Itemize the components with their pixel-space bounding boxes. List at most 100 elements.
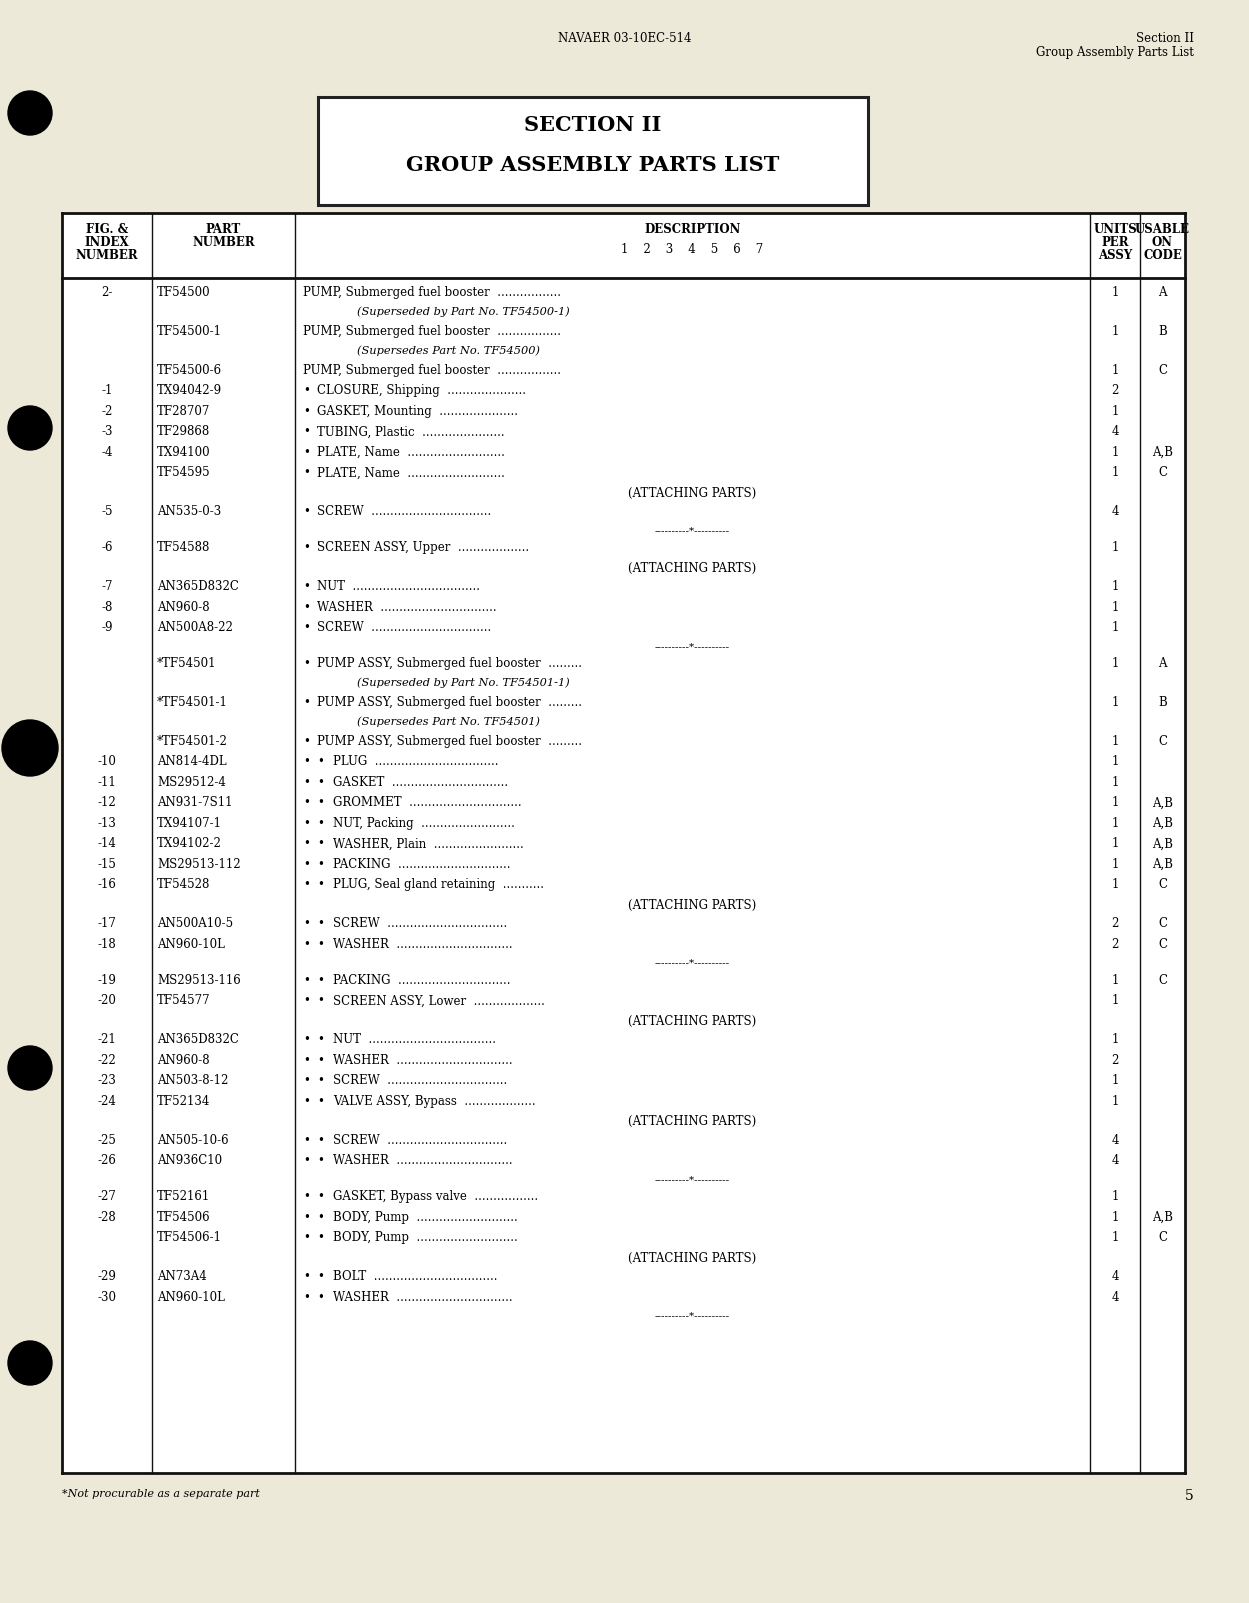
Text: AN960-8: AN960-8: [157, 601, 210, 614]
Text: 1: 1: [1112, 466, 1119, 479]
Text: WASHER, Plain  ........................: WASHER, Plain ........................: [333, 837, 523, 851]
Text: -4: -4: [101, 446, 112, 458]
Text: 4: 4: [1112, 425, 1119, 438]
Text: BODY, Pump  ...........................: BODY, Pump ...........................: [333, 1231, 518, 1244]
Text: AN500A8-22: AN500A8-22: [157, 622, 232, 635]
Text: C: C: [1158, 466, 1167, 479]
Bar: [62, 213, 1185, 1473]
Text: TF28707: TF28707: [157, 406, 210, 418]
Text: ----------*----------: ----------*----------: [654, 641, 731, 651]
Text: (ATTACHING PARTS): (ATTACHING PARTS): [628, 1252, 757, 1265]
Text: •: •: [304, 406, 310, 418]
Text: •: •: [317, 837, 323, 851]
Text: SECTION II: SECTION II: [525, 115, 662, 135]
Text: •: •: [304, 858, 310, 870]
Text: -7: -7: [101, 580, 112, 593]
Text: AN365D832C: AN365D832C: [157, 1034, 239, 1047]
Text: AN936C10: AN936C10: [157, 1154, 222, 1167]
Text: GROUP ASSEMBLY PARTS LIST: GROUP ASSEMBLY PARTS LIST: [406, 155, 779, 175]
Text: GASKET, Mounting  .....................: GASKET, Mounting .....................: [317, 406, 518, 418]
Text: 1: 1: [1112, 622, 1119, 635]
Text: •: •: [317, 917, 323, 930]
Text: •: •: [317, 878, 323, 891]
Text: •: •: [304, 696, 310, 709]
Text: •: •: [304, 580, 310, 593]
Text: •: •: [317, 776, 323, 789]
Text: •: •: [317, 1189, 323, 1202]
Text: SCREEN ASSY, Lower  ...................: SCREEN ASSY, Lower ...................: [333, 994, 545, 1007]
Text: NAVAER 03-10EC-514: NAVAER 03-10EC-514: [558, 32, 691, 45]
Text: •: •: [304, 1154, 310, 1167]
Text: SCREW  ................................: SCREW ................................: [333, 1133, 507, 1146]
Text: DESCRIPTION: DESCRIPTION: [644, 223, 741, 236]
Text: •: •: [304, 818, 310, 830]
Text: -5: -5: [101, 505, 112, 518]
Text: C: C: [1158, 734, 1167, 749]
Text: A,B: A,B: [1152, 446, 1173, 458]
Text: *TF54501-1: *TF54501-1: [157, 696, 227, 709]
Text: •: •: [317, 994, 323, 1007]
Text: PUMP, Submerged fuel booster  .................: PUMP, Submerged fuel booster ...........…: [304, 285, 561, 300]
Text: •: •: [304, 505, 310, 518]
Text: •: •: [304, 994, 310, 1007]
Text: -11: -11: [97, 776, 116, 789]
Text: TF29868: TF29868: [157, 425, 210, 438]
Circle shape: [7, 1047, 52, 1090]
Text: MS29513-116: MS29513-116: [157, 973, 241, 987]
Text: NUT, Packing  .........................: NUT, Packing .........................: [333, 818, 515, 830]
Text: VALVE ASSY, Bypass  ...................: VALVE ASSY, Bypass ...................: [333, 1095, 536, 1108]
Text: •: •: [304, 776, 310, 789]
Text: •: •: [317, 1074, 323, 1087]
Text: TF54500-6: TF54500-6: [157, 364, 222, 377]
Text: 1: 1: [1112, 601, 1119, 614]
Text: 1: 1: [1112, 406, 1119, 418]
Text: TX94100: TX94100: [157, 446, 211, 458]
Text: 2-: 2-: [101, 285, 112, 300]
Text: (Superseded by Part No. TF54501-1): (Superseded by Part No. TF54501-1): [357, 678, 570, 688]
Text: CLOSURE, Shipping  .....................: CLOSURE, Shipping .....................: [317, 385, 526, 398]
Text: SCREW  ................................: SCREW ................................: [333, 917, 507, 930]
Text: PACKING  ..............................: PACKING ..............................: [333, 858, 511, 870]
Text: 1: 1: [1112, 1074, 1119, 1087]
Text: -12: -12: [97, 797, 116, 810]
Text: (ATTACHING PARTS): (ATTACHING PARTS): [628, 487, 757, 500]
Text: AN535-0-3: AN535-0-3: [157, 505, 221, 518]
Text: 2: 2: [1112, 385, 1119, 398]
Text: GASKET  ...............................: GASKET ...............................: [333, 776, 508, 789]
Text: NUMBER: NUMBER: [192, 236, 255, 248]
Text: PUMP, Submerged fuel booster  .................: PUMP, Submerged fuel booster ...........…: [304, 364, 561, 377]
Text: •: •: [317, 818, 323, 830]
Text: GROMMET  ..............................: GROMMET ..............................: [333, 797, 522, 810]
Text: UNITS: UNITS: [1093, 223, 1137, 236]
Text: •: •: [304, 385, 310, 398]
Text: AN500A10-5: AN500A10-5: [157, 917, 234, 930]
Text: (Supersedes Part No. TF54501): (Supersedes Part No. TF54501): [357, 717, 540, 728]
Text: -2: -2: [101, 406, 112, 418]
Text: 1: 1: [1112, 285, 1119, 300]
Text: 4: 4: [1112, 1133, 1119, 1146]
Text: ----------*----------: ----------*----------: [654, 1175, 731, 1183]
Text: AN503-8-12: AN503-8-12: [157, 1074, 229, 1087]
Text: •: •: [304, 601, 310, 614]
Text: A,B: A,B: [1152, 858, 1173, 870]
Text: •: •: [317, 797, 323, 810]
Text: (ATTACHING PARTS): (ATTACHING PARTS): [628, 899, 757, 912]
Text: 4: 4: [1112, 1154, 1119, 1167]
Text: -27: -27: [97, 1189, 116, 1202]
Text: BODY, Pump  ...........................: BODY, Pump ...........................: [333, 1210, 518, 1223]
Text: 5: 5: [1184, 1489, 1193, 1504]
Text: TUBING, Plastic  ......................: TUBING, Plastic ......................: [317, 425, 505, 438]
Text: BOLT  .................................: BOLT .................................: [333, 1270, 497, 1282]
Text: ': ': [317, 542, 320, 555]
Text: TF54500: TF54500: [157, 285, 211, 300]
Text: -19: -19: [97, 973, 116, 987]
Text: •: •: [317, 1133, 323, 1146]
Text: WASHER  ...............................: WASHER ...............................: [317, 601, 497, 614]
Text: PLUG, Seal gland retaining  ...........: PLUG, Seal gland retaining ...........: [333, 878, 545, 891]
Text: (ATTACHING PARTS): (ATTACHING PARTS): [628, 561, 757, 575]
Text: PLATE, Name  ..........................: PLATE, Name ..........................: [317, 466, 505, 479]
Text: •: •: [304, 446, 310, 458]
Text: WASHER  ...............................: WASHER ...............................: [333, 1290, 512, 1303]
Text: 1: 1: [1112, 1034, 1119, 1047]
Text: TF54588: TF54588: [157, 542, 210, 555]
